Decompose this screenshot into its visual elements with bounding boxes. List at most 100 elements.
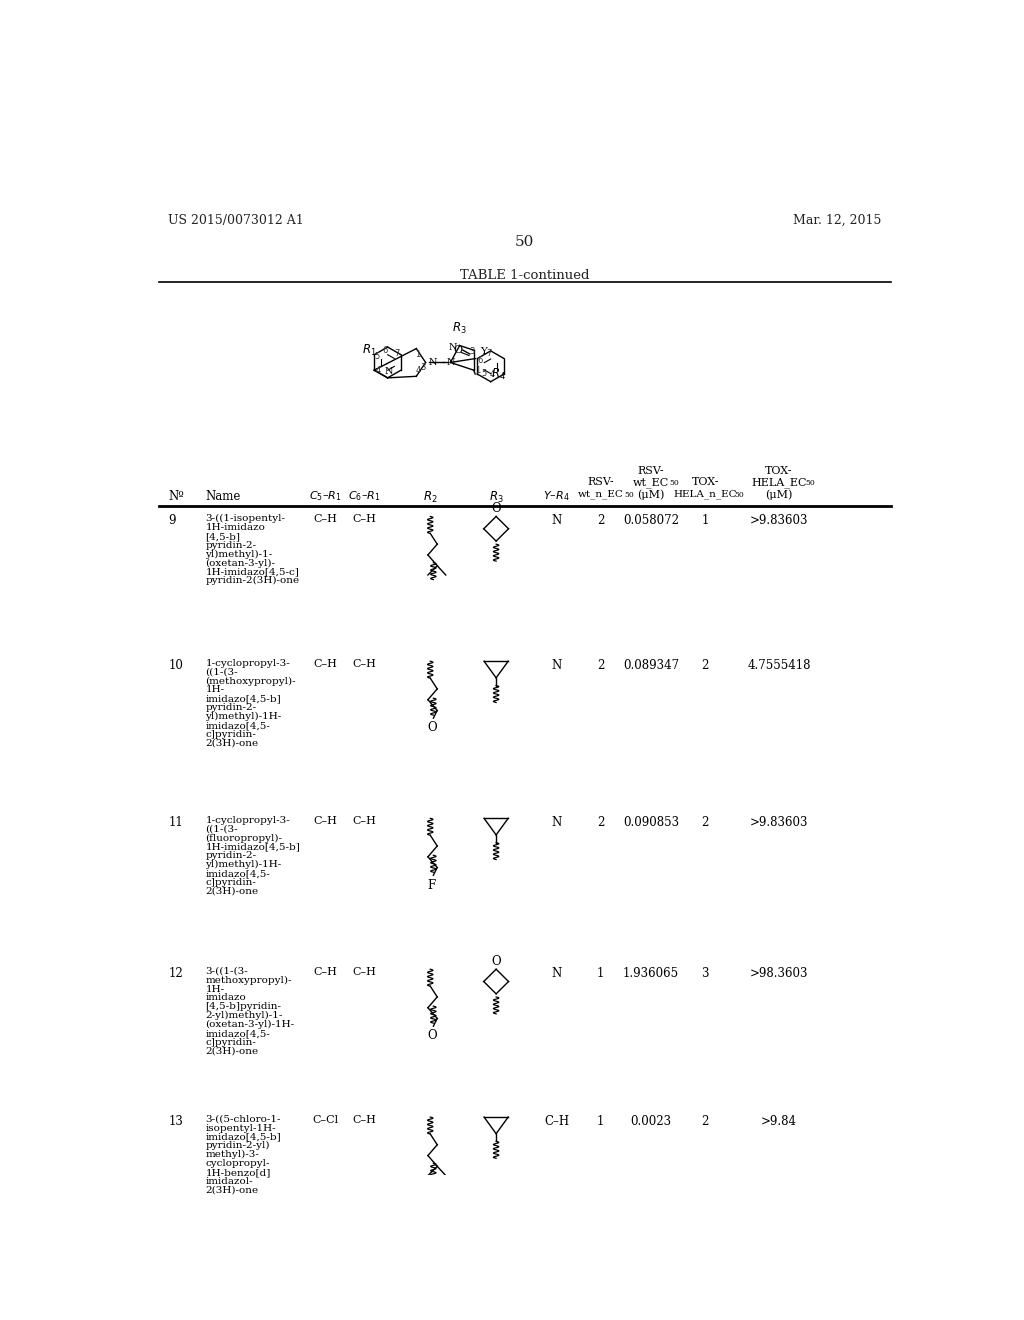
Text: (fluoropropyl)-: (fluoropropyl)- (206, 834, 283, 842)
Text: 3: 3 (469, 347, 475, 356)
Text: c]pyridin-: c]pyridin- (206, 730, 256, 739)
Text: F: F (428, 879, 436, 892)
Text: 5: 5 (481, 370, 486, 379)
Text: yl)methyl)-1-: yl)methyl)-1- (206, 549, 272, 558)
Text: O: O (427, 1030, 436, 1043)
Text: methoxypropyl)-: methoxypropyl)- (206, 975, 292, 985)
Text: imidazo[4,5-: imidazo[4,5- (206, 1028, 270, 1038)
Text: (μM): (μM) (637, 490, 665, 500)
Text: 3-((1-isopentyl-: 3-((1-isopentyl- (206, 515, 286, 523)
Text: Name: Name (206, 490, 241, 503)
Text: 2: 2 (597, 515, 604, 527)
Text: 50: 50 (805, 479, 815, 487)
Text: 1-cyclopropyl-3-: 1-cyclopropyl-3- (206, 816, 290, 825)
Text: TOX-: TOX- (765, 466, 793, 477)
Text: 2(3H)-one: 2(3H)-one (206, 1047, 259, 1056)
Text: N: N (552, 966, 562, 979)
Text: [4,5-b]pyridin-: [4,5-b]pyridin- (206, 1002, 282, 1011)
Text: >9.83603: >9.83603 (750, 816, 808, 829)
Text: 1H-: 1H- (206, 985, 224, 994)
Text: N: N (429, 358, 437, 367)
Text: yl)methyl)-1H-: yl)methyl)-1H- (206, 861, 282, 870)
Text: pyridin-2(3H)-one: pyridin-2(3H)-one (206, 576, 300, 585)
Text: 3-((1-(3-: 3-((1-(3- (206, 966, 248, 975)
Text: N: N (552, 659, 562, 672)
Text: (oxetan-3-yl)-1H-: (oxetan-3-yl)-1H- (206, 1020, 295, 1030)
Text: C–H: C–H (313, 659, 338, 669)
Text: 2: 2 (597, 816, 604, 829)
Text: 5: 5 (375, 352, 380, 360)
Text: C–H: C–H (544, 1114, 569, 1127)
Text: C–H: C–H (313, 816, 338, 826)
Text: ((1-(3-: ((1-(3- (206, 825, 239, 834)
Text: $C_6$–$R_1$: $C_6$–$R_1$ (348, 490, 381, 503)
Text: 0.089347: 0.089347 (623, 659, 679, 672)
Text: 1-cyclopropyl-3-: 1-cyclopropyl-3- (206, 659, 290, 668)
Text: $R_1$: $R_1$ (362, 343, 377, 358)
Text: wt_n_EC: wt_n_EC (578, 490, 624, 499)
Text: methyl)-3-: methyl)-3- (206, 1150, 259, 1159)
Text: C–H: C–H (352, 966, 376, 977)
Text: N: N (446, 358, 455, 367)
Text: 6: 6 (383, 346, 388, 355)
Text: 1H-imidazo: 1H-imidazo (206, 523, 265, 532)
Text: HELA_n_EC: HELA_n_EC (674, 490, 737, 499)
Text: $C_5$–$R_1$: $C_5$–$R_1$ (309, 490, 342, 503)
Text: 2: 2 (597, 659, 604, 672)
Text: C–H: C–H (352, 1114, 376, 1125)
Text: $Y$–$R_4$: $Y$–$R_4$ (544, 490, 570, 503)
Text: 50: 50 (515, 235, 535, 249)
Text: N: N (552, 515, 562, 527)
Text: pyridin-2-: pyridin-2- (206, 704, 257, 713)
Text: 50: 50 (670, 479, 680, 487)
Text: ((1-(3-: ((1-(3- (206, 668, 239, 677)
Text: imidazo[4,5-b]: imidazo[4,5-b] (206, 1133, 282, 1142)
Text: pyridin-2-: pyridin-2- (206, 851, 257, 861)
Text: 2(3H)-one: 2(3H)-one (206, 1185, 259, 1195)
Text: imidazo[4,5-: imidazo[4,5- (206, 869, 270, 878)
Text: 2-yl)methyl)-1-: 2-yl)methyl)-1- (206, 1011, 283, 1020)
Text: 4: 4 (489, 370, 495, 379)
Text: O: O (492, 502, 501, 515)
Text: 13: 13 (168, 1114, 183, 1127)
Text: RSV-: RSV- (638, 466, 665, 477)
Text: pyridin-2-: pyridin-2- (206, 541, 257, 549)
Text: 2(3H)-one: 2(3H)-one (206, 887, 259, 896)
Text: 12: 12 (168, 966, 183, 979)
Text: 1: 1 (597, 1114, 604, 1127)
Text: 50: 50 (735, 491, 744, 499)
Text: (μM): (μM) (765, 490, 793, 500)
Text: 2: 2 (701, 816, 709, 829)
Text: C–H: C–H (352, 659, 376, 669)
Text: 7: 7 (486, 348, 492, 358)
Text: 3-((5-chloro-1-: 3-((5-chloro-1- (206, 1114, 281, 1123)
Text: 11: 11 (168, 816, 183, 829)
Text: imidazo[4,5-b]: imidazo[4,5-b] (206, 694, 282, 704)
Text: (methoxypropyl)-: (methoxypropyl)- (206, 677, 296, 685)
Text: RSV-: RSV- (588, 478, 614, 487)
Text: 3: 3 (701, 966, 710, 979)
Text: 1: 1 (415, 350, 421, 359)
Text: 7: 7 (394, 348, 399, 358)
Text: isopentyl-1H-: isopentyl-1H- (206, 1123, 276, 1133)
Text: C–H: C–H (352, 816, 376, 826)
Text: [4,5-b]: [4,5-b] (206, 532, 241, 541)
Text: >98.3603: >98.3603 (750, 966, 808, 979)
Text: imidazo[4,5-: imidazo[4,5- (206, 721, 270, 730)
Text: US 2015/0073012 A1: US 2015/0073012 A1 (168, 214, 304, 227)
Text: O: O (427, 721, 436, 734)
Text: cyclopropyl-: cyclopropyl- (206, 1159, 270, 1168)
Text: 1: 1 (597, 966, 604, 979)
Text: 4.7555418: 4.7555418 (748, 659, 811, 672)
Text: O: O (492, 954, 501, 968)
Text: TABLE 1-continued: TABLE 1-continued (460, 268, 590, 281)
Text: C–H: C–H (313, 515, 338, 524)
Text: Nº: Nº (168, 490, 184, 503)
Text: c]pyridin-: c]pyridin- (206, 1038, 256, 1047)
Text: Y: Y (480, 347, 486, 356)
Text: C–H: C–H (313, 966, 338, 977)
Text: 1H-imidazo[4,5-b]: 1H-imidazo[4,5-b] (206, 842, 300, 851)
Text: 9: 9 (168, 515, 176, 527)
Text: O: O (454, 345, 463, 355)
Text: imidazo: imidazo (206, 994, 246, 1002)
